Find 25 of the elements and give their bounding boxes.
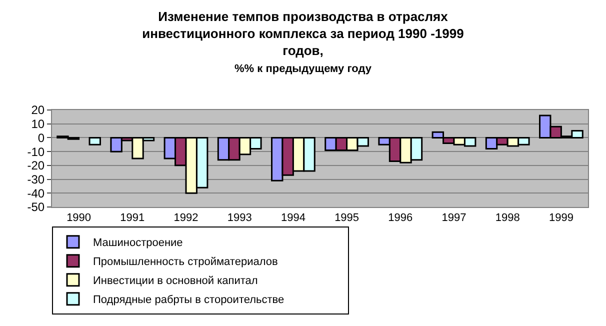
y-tick-label: -40 (27, 186, 45, 200)
y-tick-label: -10 (27, 144, 45, 159)
legend-label: Подрядные рабрты в стороительстве (93, 294, 284, 306)
x-tick-label: 1991 (120, 212, 145, 224)
x-tick-label: 1997 (442, 212, 466, 224)
x-tick-label: 1992 (174, 212, 198, 224)
chart-title: Изменение темпов производства в отраслях инвестиционного комплекса за период 1990 -1999 годов, (142, 9, 464, 58)
x-tick-label: 1993 (227, 212, 252, 224)
x-tick-label: 1999 (548, 212, 574, 224)
y-tick-label: 0 (38, 130, 45, 145)
x-tick-label: 1995 (334, 212, 360, 224)
legend-label: Инвестиции в основной капитал (93, 275, 258, 288)
y-tick-label: -20 (27, 158, 45, 173)
legend-label: Машиностроение (93, 237, 183, 250)
bar (88, 136, 101, 146)
y-tick-label: -30 (27, 172, 45, 186)
y-tick-label: 20 (31, 103, 45, 118)
chart-subtitle: %% к предыдущему году (234, 62, 372, 75)
x-tick-label: 1996 (388, 212, 413, 224)
x-tick-label: 1994 (280, 212, 306, 224)
y-tick-label: 10 (31, 117, 45, 132)
legend-label: Промышленность стройматериалов (93, 256, 278, 268)
y-tick-label: -50 (27, 200, 45, 214)
x-tick-label: 1998 (495, 212, 520, 224)
x-tick-label: 1990 (66, 212, 92, 224)
